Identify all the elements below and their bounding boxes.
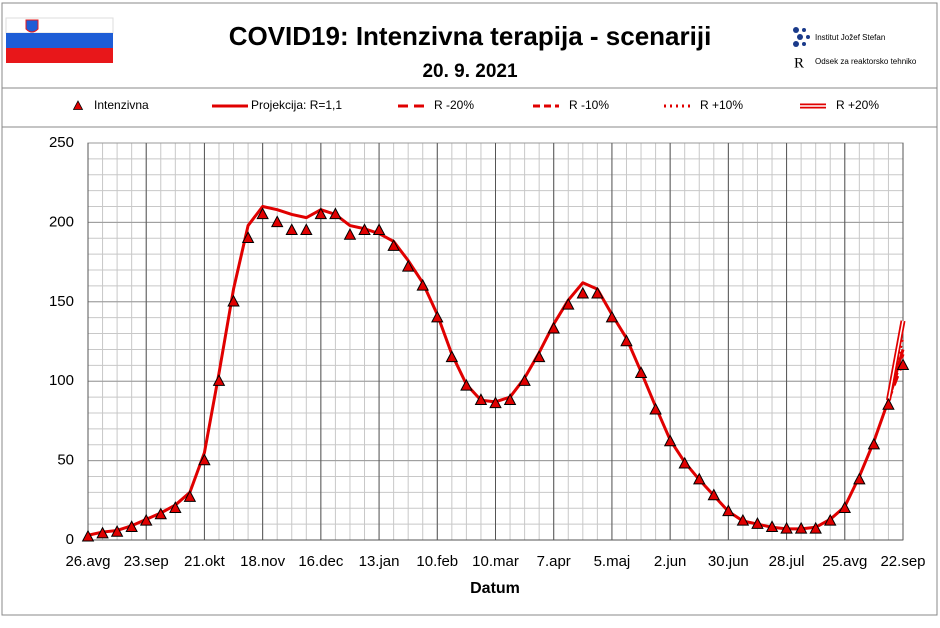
svg-text:R: R xyxy=(794,55,804,71)
subtitle: 20. 9. 2021 xyxy=(422,61,518,82)
data-point xyxy=(780,521,793,534)
x-tick-label: 7.apr xyxy=(537,553,571,570)
data-point xyxy=(503,393,517,405)
data-point xyxy=(81,529,95,542)
legend-label: R -10% xyxy=(569,98,609,112)
x-tick-label: 10.feb xyxy=(416,553,458,570)
data-point xyxy=(314,207,328,220)
x-tick-label: 10.mar xyxy=(472,553,519,570)
legend-label: Intenzivna xyxy=(94,98,149,112)
data-point xyxy=(445,350,459,363)
data-point xyxy=(343,228,357,240)
y-tick-label: 50 xyxy=(57,452,74,469)
data-point xyxy=(765,520,779,532)
y-tick-label: 100 xyxy=(49,372,74,389)
series-line-inner xyxy=(887,320,904,401)
x-tick-label: 16.dec xyxy=(298,553,344,570)
x-tick-label: 22.sep xyxy=(880,553,925,570)
data-point xyxy=(460,378,473,391)
data-point xyxy=(387,239,400,251)
data-point xyxy=(270,215,284,228)
x-tick-label: 18.nov xyxy=(240,553,286,570)
x-tick-label: 30.jun xyxy=(708,553,749,570)
x-tick-label: 5.maj xyxy=(594,553,631,570)
data-point xyxy=(300,223,313,236)
x-tick-label: 26.avg xyxy=(65,553,110,570)
data-point xyxy=(96,526,109,539)
data-point xyxy=(256,207,269,220)
data-point xyxy=(896,358,910,371)
data-point xyxy=(576,286,590,299)
data-point xyxy=(227,294,240,307)
data-point xyxy=(183,490,197,502)
data-point xyxy=(474,393,488,405)
data-point xyxy=(358,223,371,236)
data-point xyxy=(794,521,808,534)
data-point xyxy=(110,524,124,537)
data-point xyxy=(562,297,575,310)
data-point xyxy=(605,310,619,323)
data-point xyxy=(620,334,633,347)
data-point xyxy=(241,231,255,243)
data-point xyxy=(431,310,444,323)
data-point xyxy=(634,366,648,378)
data-point xyxy=(649,402,662,415)
data-point xyxy=(198,453,211,466)
data-point xyxy=(809,521,822,534)
data-point xyxy=(591,286,604,299)
data-point xyxy=(678,456,691,469)
data-point xyxy=(722,504,735,517)
data-point xyxy=(751,517,764,529)
x-tick-label: 13.jan xyxy=(359,553,400,570)
data-point xyxy=(489,396,502,409)
data-point xyxy=(212,374,226,386)
data-point xyxy=(285,223,298,236)
data-point xyxy=(663,434,677,447)
data-point xyxy=(139,513,153,526)
y-tick-label: 250 xyxy=(49,134,74,151)
y-tick-label: 200 xyxy=(49,213,74,230)
data-point xyxy=(882,397,895,410)
data-point xyxy=(824,513,837,526)
legend-label: R +20% xyxy=(836,98,879,112)
data-point xyxy=(547,321,560,334)
data-point xyxy=(707,488,721,501)
data-point xyxy=(125,520,138,532)
frame xyxy=(1,2,938,616)
legend-label: R +10% xyxy=(700,98,743,112)
data-point xyxy=(867,437,881,450)
data-point xyxy=(693,472,706,485)
x-axis-title: Datum xyxy=(470,580,520,597)
data-point xyxy=(736,513,750,526)
x-tick-label: 25.avg xyxy=(822,553,867,570)
data-point xyxy=(329,207,342,220)
data-point xyxy=(401,259,415,272)
y-tick-label: 0 xyxy=(66,531,74,548)
logo-text: Odsek za reaktorsko tehniko xyxy=(815,57,917,66)
data-point xyxy=(372,223,386,236)
data-point xyxy=(532,350,546,363)
x-tick-label: 2.jun xyxy=(654,553,687,570)
logo-text: Institut Jožef Stefan xyxy=(815,33,885,42)
y-tick-label: 150 xyxy=(49,293,74,310)
legend-label: Projekcija: R=1,1 xyxy=(251,98,342,112)
title: COVID19: Intenzivna terapija - scenariji xyxy=(229,21,712,51)
x-tick-label: 23.sep xyxy=(124,553,169,570)
x-tick-label: 28.jul xyxy=(769,553,805,570)
data-point xyxy=(853,472,866,485)
series-line xyxy=(887,353,905,401)
x-tick-label: 21.okt xyxy=(184,553,226,570)
data-point xyxy=(154,507,167,520)
legend-marker xyxy=(72,100,84,110)
data-point xyxy=(838,501,852,513)
data-point xyxy=(169,501,182,513)
data-point xyxy=(416,278,429,291)
legend-label: R -20% xyxy=(434,98,474,112)
logo: R xyxy=(793,27,810,71)
data-point xyxy=(518,374,531,386)
flag xyxy=(5,17,114,63)
